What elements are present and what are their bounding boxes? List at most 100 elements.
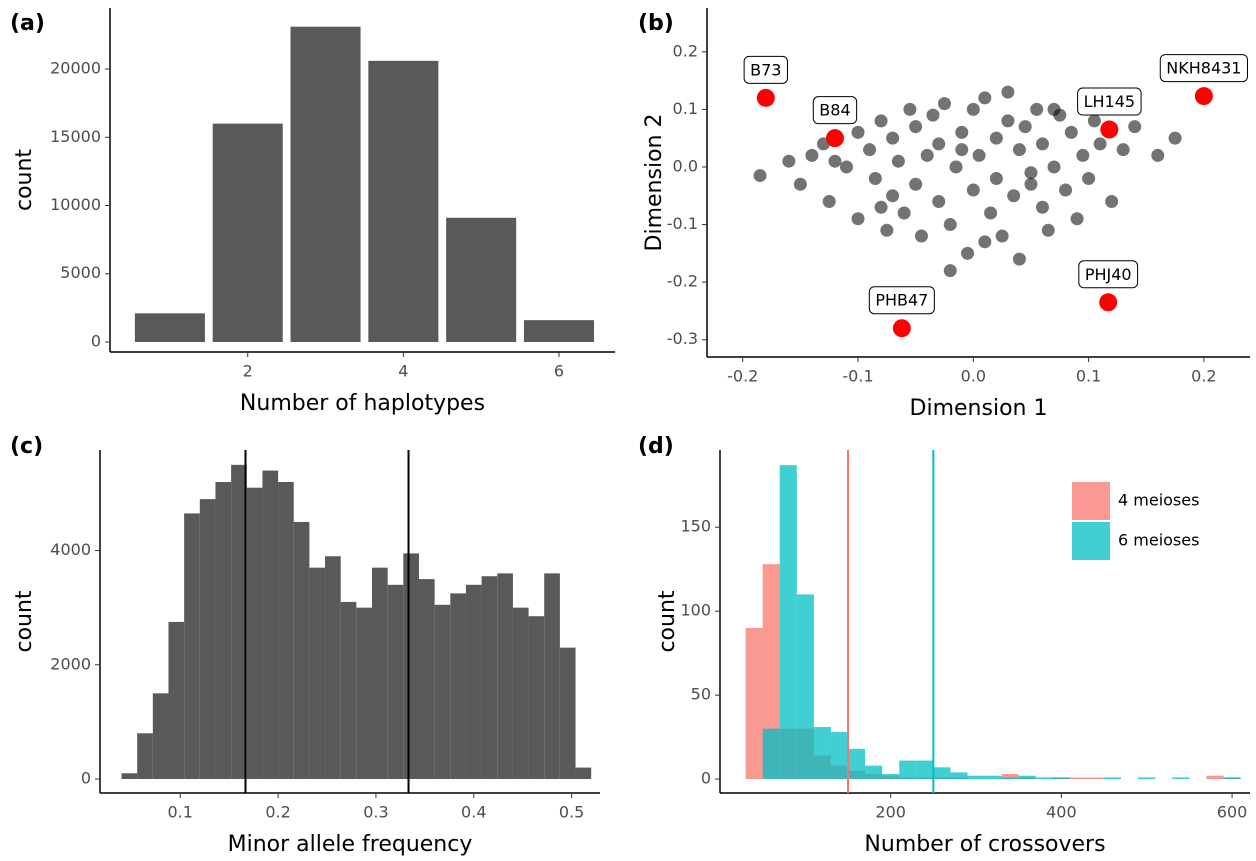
histogram-bar [481, 576, 498, 780]
histogram-bar [1206, 775, 1224, 780]
y-tick-label: 15000 [50, 127, 101, 146]
histogram-bar [559, 647, 576, 780]
label-box [743, 55, 788, 84]
point [978, 91, 992, 105]
point [920, 148, 934, 162]
y-tick-label: 50 [691, 685, 711, 704]
histogram-bar [246, 487, 263, 780]
x-tick-label: 0.5 [559, 803, 584, 822]
label-text: B73 [750, 60, 781, 79]
point [1047, 160, 1061, 174]
histogram-bar [168, 621, 185, 780]
x-tick-label: 4 [398, 362, 408, 381]
bar [290, 26, 361, 342]
point [1035, 137, 1049, 151]
x-tick-label: 6 [554, 362, 564, 381]
y-tick-label: 4000 [50, 540, 91, 559]
point [756, 88, 775, 107]
point [955, 125, 969, 139]
point [989, 131, 1003, 145]
x-tick-label: -0.1 [842, 367, 873, 386]
x-tick-label: 0.1 [1076, 367, 1101, 386]
x-tick-label: 2 [243, 362, 253, 381]
point [909, 120, 923, 134]
label-box [812, 96, 858, 125]
legend-swatch [1072, 482, 1110, 520]
point [1100, 120, 1119, 139]
y-tick-label: 150 [680, 517, 711, 536]
x-tick-label: 0.4 [461, 803, 486, 822]
point [1059, 183, 1073, 197]
point [1007, 189, 1021, 203]
point [961, 246, 975, 260]
histogram-bar [1069, 777, 1087, 780]
y-tick-label: 5000 [60, 263, 101, 282]
y-tick-label: -0.2 [667, 272, 698, 291]
point [943, 264, 957, 278]
histogram-bar [830, 732, 849, 780]
point [863, 143, 877, 157]
bar [446, 217, 517, 342]
y-tick-label: 0 [701, 769, 711, 788]
point [825, 129, 844, 148]
point [874, 200, 888, 214]
point [949, 160, 963, 174]
point [1035, 200, 1049, 214]
point [793, 177, 807, 191]
y-axis-title: count [12, 149, 37, 211]
point [1041, 223, 1055, 237]
point [1024, 177, 1038, 191]
point [1012, 252, 1026, 266]
point [1194, 87, 1213, 106]
bar [368, 60, 439, 342]
histogram-bar [762, 564, 780, 780]
x-tick-label: -0.2 [727, 367, 758, 386]
point [1099, 293, 1118, 312]
histogram-bar [1138, 777, 1156, 780]
histogram-bar [293, 521, 310, 780]
point [753, 169, 767, 183]
histogram-bar [403, 553, 419, 780]
x-tick-label: 0.0 [961, 367, 986, 386]
point [1070, 212, 1084, 226]
histogram-bar [528, 616, 545, 780]
histogram-bar [262, 470, 279, 780]
point [1064, 125, 1078, 139]
panel-label: (b) [638, 11, 674, 36]
point [782, 154, 796, 168]
y-tick-label: -0.3 [667, 329, 698, 348]
bar [134, 313, 205, 342]
label-text: PHB47 [875, 291, 928, 310]
x-tick-label: 600 [1217, 803, 1248, 822]
point [1128, 120, 1142, 134]
histogram-bar [340, 601, 357, 780]
panel-label: (d) [638, 434, 674, 459]
point [1012, 143, 1026, 157]
histogram-bar [1018, 775, 1036, 780]
y-tick-label: -0.1 [667, 214, 698, 233]
histogram-bar [950, 772, 968, 780]
histogram-bar [121, 773, 138, 780]
point [1024, 166, 1038, 180]
point [1151, 148, 1165, 162]
point [1018, 120, 1032, 134]
y-tick-label: 0 [81, 769, 91, 788]
point [972, 148, 986, 162]
point [903, 102, 917, 116]
point-label: B73 [743, 55, 788, 84]
x-axis-title: Minor allele frequency [228, 832, 473, 857]
legend-label: 4 meioses [1118, 491, 1199, 510]
histogram-bar [1035, 777, 1053, 780]
histogram-bar [356, 607, 373, 780]
point-label: PHJ40 [1078, 260, 1139, 289]
histogram-bar [848, 748, 866, 780]
histogram-bar [199, 499, 216, 780]
point [868, 171, 882, 185]
histogram-bar [1001, 777, 1019, 780]
histogram-bar [575, 767, 592, 780]
y-axis-title: count [12, 590, 37, 652]
point [932, 137, 946, 151]
histogram-bar [865, 765, 883, 780]
point [966, 183, 980, 197]
point [892, 319, 911, 338]
